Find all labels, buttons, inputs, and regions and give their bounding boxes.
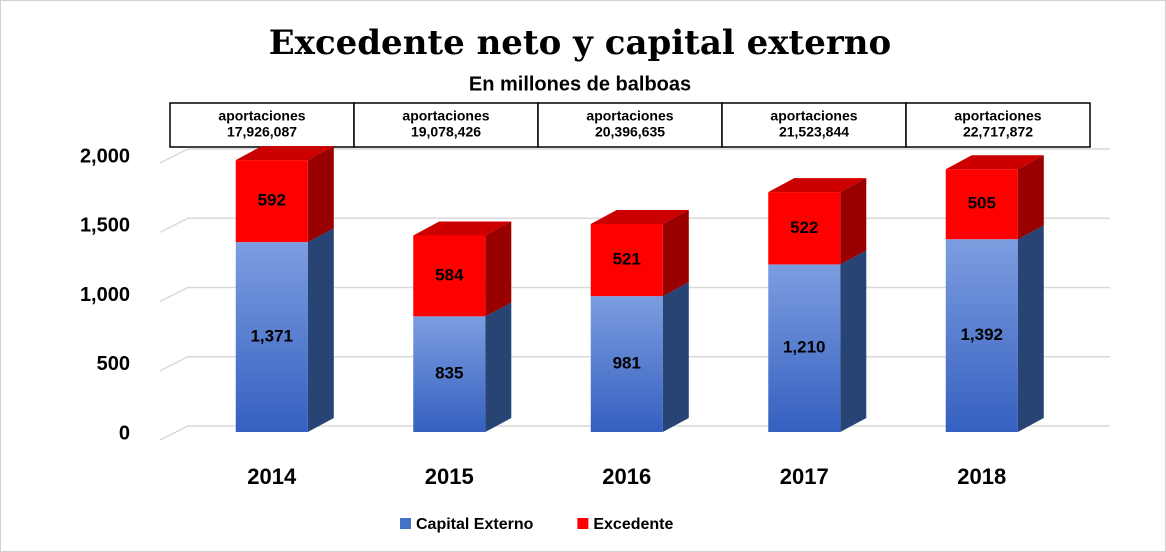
data-label: 584 bbox=[435, 265, 464, 284]
annotation-text: aportaciones bbox=[586, 108, 673, 124]
bar-top bbox=[235, 146, 334, 161]
grid-line bbox=[159, 148, 1110, 164]
data-label: 981 bbox=[613, 354, 641, 373]
data-label: 1,210 bbox=[783, 338, 826, 357]
bar bbox=[945, 239, 1018, 432]
bar bbox=[235, 242, 308, 432]
legend-label: Excedente bbox=[593, 516, 673, 533]
bar-top-shade bbox=[235, 146, 334, 161]
bar-side-shade bbox=[662, 209, 689, 297]
annotation-box bbox=[353, 102, 539, 148]
annotation-text: aportaciones bbox=[770, 108, 857, 124]
y-tick-label: 1,000 bbox=[80, 284, 130, 306]
bar-side bbox=[485, 221, 512, 317]
bar-top-shade bbox=[413, 221, 512, 236]
bar bbox=[413, 235, 486, 317]
data-label: 505 bbox=[968, 194, 996, 213]
data-label: 1,392 bbox=[960, 325, 1003, 344]
annotation-amount: 20,396,635 bbox=[595, 124, 665, 140]
x-tick-label: 2018 bbox=[957, 464, 1006, 489]
bar-side-shade bbox=[840, 250, 867, 432]
bar-side-shade bbox=[1017, 225, 1044, 432]
annotation-box bbox=[905, 102, 1091, 148]
bar-side-shade bbox=[1017, 155, 1044, 240]
bar-side-shade bbox=[307, 146, 334, 243]
data-label: 835 bbox=[435, 364, 463, 383]
data-label: 522 bbox=[790, 218, 818, 237]
bar-side bbox=[1017, 155, 1044, 240]
bar-side-shade bbox=[662, 282, 689, 432]
bar bbox=[768, 264, 841, 432]
annotation-text: aportaciones bbox=[218, 108, 305, 124]
bar-top-shade bbox=[945, 155, 1044, 170]
bar-side bbox=[662, 282, 689, 432]
bar-side-shade bbox=[307, 228, 334, 432]
x-tick-label: 2017 bbox=[780, 464, 829, 489]
bar bbox=[235, 160, 308, 243]
bar-top bbox=[590, 209, 689, 224]
bar-side bbox=[307, 146, 334, 243]
bar bbox=[945, 169, 1018, 240]
bar bbox=[590, 296, 663, 432]
annotation-text: aportaciones bbox=[402, 108, 489, 124]
annotation-amount: 19,078,426 bbox=[411, 124, 481, 140]
x-tick-label: 2015 bbox=[425, 464, 474, 489]
legend-swatch bbox=[577, 518, 589, 529]
bar bbox=[413, 316, 486, 432]
bar-side bbox=[307, 228, 334, 432]
bar-side-shade bbox=[485, 221, 512, 317]
data-label: 592 bbox=[258, 191, 286, 210]
annotation-text: aportaciones bbox=[954, 108, 1041, 124]
y-tick-label: 500 bbox=[97, 353, 130, 375]
annotation-amount: 17,926,087 bbox=[227, 124, 297, 140]
x-tick-label: 2016 bbox=[602, 464, 651, 489]
bar-side-shade bbox=[840, 178, 867, 265]
bar-side bbox=[840, 178, 867, 265]
bar-side bbox=[840, 250, 867, 432]
bar-side-shade bbox=[485, 302, 512, 432]
y-tick-label: 2,000 bbox=[80, 145, 130, 167]
chart-subtitle: En millones de balboas bbox=[469, 73, 691, 95]
chart-title: Excedente neto y capital externo bbox=[269, 23, 891, 63]
bar-side bbox=[662, 209, 689, 297]
y-tick-label: 1,500 bbox=[80, 215, 130, 237]
bar bbox=[590, 223, 663, 297]
legend-label: Capital Externo bbox=[416, 516, 534, 533]
bar-side bbox=[1017, 225, 1044, 432]
bar-side bbox=[485, 302, 512, 432]
y-tick-label: 0 bbox=[119, 422, 130, 444]
bar bbox=[768, 192, 841, 265]
data-label: 1,371 bbox=[250, 327, 293, 346]
bar-top bbox=[945, 155, 1044, 170]
annotation-box bbox=[721, 102, 907, 148]
bar-top-shade bbox=[590, 209, 689, 224]
legend-swatch bbox=[400, 518, 411, 529]
bar-top-shade bbox=[768, 178, 867, 193]
annotation-amount: 22,717,872 bbox=[963, 124, 1033, 140]
annotation-amount: 21,523,844 bbox=[779, 124, 849, 140]
bar-top bbox=[413, 221, 512, 236]
data-label: 521 bbox=[613, 250, 641, 269]
x-tick-label: 2014 bbox=[247, 464, 297, 489]
bar-top bbox=[768, 178, 867, 193]
